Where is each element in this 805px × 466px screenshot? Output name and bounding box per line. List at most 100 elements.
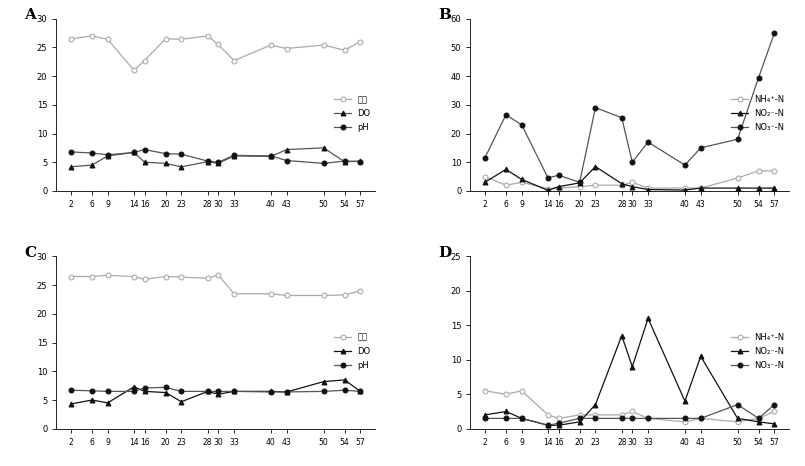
- 수온: [103, 273, 113, 278]
- DO: [103, 153, 113, 159]
- NH₄⁺-N: [680, 419, 690, 425]
- pH: [129, 389, 138, 394]
- NO₂⁻-N: [627, 184, 637, 190]
- 수온: [203, 275, 213, 281]
- NO₃⁻-N: [617, 115, 626, 121]
- NO₂⁻-N: [680, 187, 690, 193]
- NH₄⁺-N: [591, 182, 601, 188]
- NO₂⁻-N: [753, 185, 763, 191]
- 수온: [66, 36, 76, 41]
- DO: [340, 159, 349, 164]
- NO₃⁻-N: [627, 159, 637, 165]
- NH₄⁺-N: [480, 388, 489, 394]
- 수온: [356, 288, 365, 294]
- pH: [282, 158, 291, 163]
- NH₄⁺-N: [680, 185, 690, 191]
- NO₂⁻-N: [543, 423, 553, 428]
- 수온: [176, 36, 186, 42]
- Line: 수온: 수온: [68, 34, 363, 73]
- Line: 수온: 수온: [68, 272, 363, 298]
- 수온: [140, 277, 150, 282]
- NO₂⁻-N: [501, 167, 510, 172]
- NH₄⁺-N: [517, 388, 526, 394]
- DO: [103, 400, 113, 406]
- 수온: [103, 36, 113, 42]
- pH: [356, 389, 365, 394]
- Line: NH₄⁺-N: NH₄⁺-N: [482, 168, 777, 191]
- Legend: 수온, DO, pH: 수온, DO, pH: [334, 95, 370, 132]
- 수온: [129, 274, 138, 279]
- NO₂⁻-N: [733, 416, 742, 421]
- pH: [213, 159, 223, 165]
- pH: [103, 152, 113, 158]
- DO: [87, 162, 97, 168]
- NO₃⁻-N: [517, 122, 526, 128]
- 수온: [266, 42, 275, 48]
- DO: [176, 164, 186, 170]
- NH₄⁺-N: [501, 391, 510, 397]
- NH₄⁺-N: [770, 409, 779, 414]
- pH: [161, 384, 171, 390]
- NH₄⁺-N: [643, 185, 653, 191]
- 수온: [319, 293, 328, 298]
- NO₃⁻-N: [770, 30, 779, 36]
- DO: [203, 159, 213, 164]
- pH: [319, 161, 328, 166]
- 수온: [340, 292, 349, 298]
- NH₄⁺-N: [517, 179, 526, 185]
- Text: C: C: [24, 246, 36, 260]
- NH₄⁺-N: [591, 412, 601, 418]
- 수온: [161, 36, 171, 41]
- NO₃⁻-N: [643, 139, 653, 145]
- NO₂⁻-N: [680, 398, 690, 404]
- NO₃⁻-N: [770, 402, 779, 407]
- pH: [103, 389, 113, 394]
- NO₂⁻-N: [591, 164, 601, 169]
- DO: [340, 377, 349, 383]
- NH₄⁺-N: [696, 185, 705, 191]
- DO: [140, 159, 150, 165]
- NO₃⁻-N: [480, 416, 489, 421]
- 수온: [176, 274, 186, 280]
- NO₂⁻-N: [627, 364, 637, 370]
- NH₄⁺-N: [753, 416, 763, 421]
- DO: [129, 150, 138, 155]
- NO₃⁻-N: [733, 137, 742, 142]
- 수온: [213, 272, 223, 278]
- NH₄⁺-N: [733, 175, 742, 181]
- NO₂⁻-N: [575, 419, 584, 425]
- pH: [229, 152, 239, 158]
- DO: [176, 399, 186, 404]
- NO₃⁻-N: [680, 162, 690, 168]
- NH₄⁺-N: [643, 416, 653, 421]
- DO: [161, 161, 171, 166]
- 수온: [87, 33, 97, 39]
- DO: [282, 147, 291, 152]
- 수온: [282, 46, 291, 51]
- 수온: [203, 33, 213, 39]
- NO₂⁻-N: [696, 354, 705, 359]
- DO: [229, 153, 239, 159]
- NH₄⁺-N: [627, 409, 637, 414]
- 수온: [140, 58, 150, 63]
- 수온: [161, 274, 171, 279]
- pH: [203, 389, 213, 394]
- Legend: NH₄⁺-N, NO₂⁻-N, NO₃⁻-N: NH₄⁺-N, NO₂⁻-N, NO₃⁻-N: [731, 333, 785, 370]
- NH₄⁺-N: [733, 419, 742, 425]
- NO₂⁻-N: [770, 185, 779, 191]
- DO: [203, 389, 213, 394]
- Text: D: D: [439, 246, 452, 260]
- pH: [66, 149, 76, 155]
- NO₂⁻-N: [480, 412, 489, 418]
- NO₃⁻-N: [753, 416, 763, 421]
- NO₃⁻-N: [554, 420, 563, 426]
- pH: [229, 389, 239, 394]
- pH: [176, 151, 186, 157]
- NH₄⁺-N: [501, 182, 510, 188]
- DO: [229, 389, 239, 394]
- NO₂⁻-N: [517, 416, 526, 421]
- NO₃⁻-N: [696, 145, 705, 151]
- DO: [266, 154, 275, 159]
- NO₂⁻-N: [770, 421, 779, 427]
- Legend: NH₄⁺-N, NO₂⁻-N, NO₃⁻-N: NH₄⁺-N, NO₂⁻-N, NO₃⁻-N: [731, 95, 785, 132]
